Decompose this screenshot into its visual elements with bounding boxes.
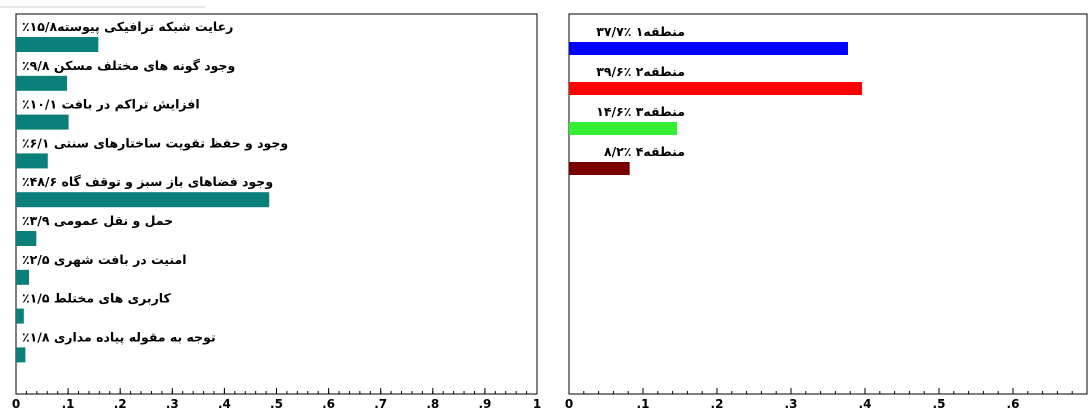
x-tick-label: .2 (711, 397, 724, 408)
x-tick-label: .3 (785, 397, 798, 408)
x-tick-label: .4 (859, 397, 872, 408)
bar (16, 153, 48, 169)
x-tick-label: .1 (637, 397, 650, 408)
bar-label: منطقه۲ ٪۳۹/۶ (596, 64, 685, 79)
bar (16, 347, 26, 363)
x-tick-label: .3 (166, 397, 179, 408)
bar-label: وجود و حفظ تقویت ساختارهای سنتی ۶/۱٪ (22, 135, 288, 150)
x-tick-label: .8 (426, 397, 439, 408)
x-tick-label: .4 (218, 397, 231, 408)
bar-label: وجود فضاهای باز سبز و توقف گاه ۴۸/۶٪ (22, 174, 273, 189)
bar-label: امنیت در بافت شهری ۲/۵٪ (22, 252, 187, 267)
x-tick-label: .9 (478, 397, 491, 408)
chart-2-frame (568, 13, 1088, 395)
bar-label: حمل و نقل عمومی ۳/۹٪ (22, 213, 173, 228)
x-tick-label: .6 (322, 397, 335, 408)
x-tick-label: 0 (12, 397, 20, 408)
bar (569, 82, 863, 95)
bar-label: رعایت شبکه ترافیکی پیوسته۱۵/۸٪ (22, 19, 233, 34)
x-tick-label: .6 (1007, 397, 1020, 408)
chart-1-greenery-factors: رعایت شبکه ترافیکی پیوسته۱۵/۸٪ وجود گونه … (12, 13, 541, 411)
bar (16, 37, 99, 52)
bar (569, 42, 848, 55)
bar (16, 75, 68, 91)
bar (569, 122, 678, 135)
bar-label: کاربری های مختلط ۱/۵٪ (22, 291, 171, 306)
bar-label: توجه به مقوله پیاده مداری ۱/۸٪ (22, 329, 216, 344)
bar-label: افزایش تراکم در بافت ۱۰/۱٪ (22, 97, 200, 112)
bar (16, 114, 69, 130)
bar-label: وجود گونه های مختلف مسکن ۹/۸٪ (22, 58, 235, 73)
bar (16, 308, 24, 324)
bar (569, 162, 630, 175)
x-tick-label: .5 (933, 397, 946, 408)
bar (16, 269, 30, 285)
chart-2-regions: منطقه۱ ٪۳۷/۷ منطقه۲ ٪۳۹/۶ منطقه۳ ٪۱۴/۶ منطق… (565, 13, 1088, 411)
x-tick-label: .1 (62, 397, 75, 408)
x-tick-label: .5 (270, 397, 283, 408)
bar (16, 192, 270, 208)
x-tick-label: 1 (533, 397, 541, 408)
x-tick-label: 0 (565, 397, 573, 408)
bar-label: منطقه۱ ٪۳۷/۷ (596, 24, 685, 39)
bar-label: منطقه۴ ٪۸/۲ (604, 144, 685, 159)
bar-label: منطقه۳ ٪۱۴/۶ (596, 104, 685, 119)
x-tick-label: .7 (374, 397, 387, 408)
x-tick-label: .2 (114, 397, 127, 408)
bar (16, 231, 37, 246)
